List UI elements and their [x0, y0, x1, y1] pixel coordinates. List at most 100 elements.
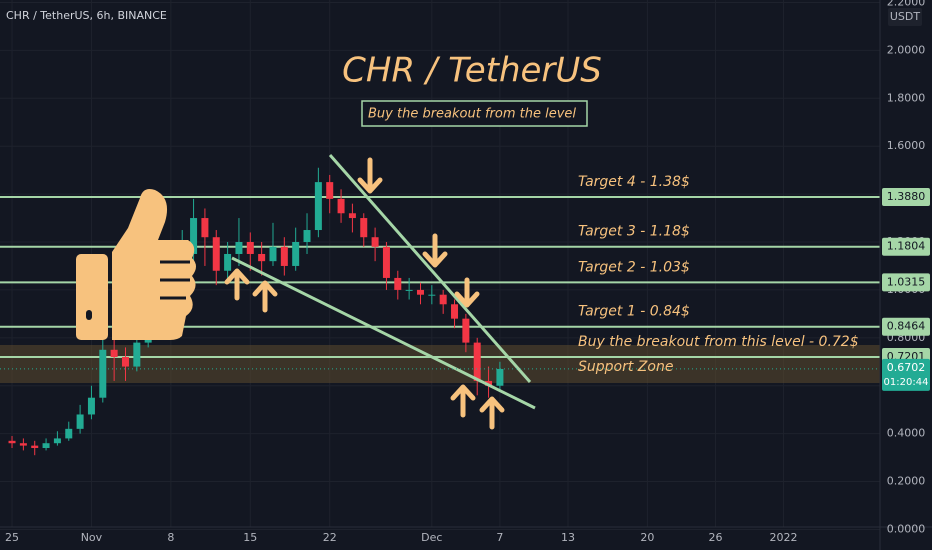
level-note: Target 1 - 0.84$ [578, 304, 690, 320]
arrow-up [479, 396, 505, 430]
candle-body [235, 242, 243, 254]
level-label-box [882, 187, 930, 206]
candle-body [190, 218, 198, 254]
labels: 1.3880 Target 4 - 1.38$ 1.1804 Target 3 - 1… [0, 174, 930, 391]
arrow-down [422, 233, 448, 268]
candle-body [496, 368, 504, 386]
candle-body [292, 242, 300, 266]
candle-body [110, 349, 118, 357]
currency-box [888, 8, 922, 26]
y-tick-label: 0.4000 [887, 427, 926, 440]
last-price-box [882, 358, 930, 391]
x-tick-label: Dec [421, 531, 442, 544]
candle-body [87, 397, 95, 415]
candle-body [485, 380, 493, 386]
title: CHR / TetherUS [342, 51, 602, 91]
arrow-up [224, 268, 250, 301]
x-tick-label: 26 [708, 531, 722, 544]
candle-body [428, 294, 436, 296]
x-tick-label: 25 [5, 531, 19, 544]
y-tick-label: 0.2000 [887, 475, 926, 488]
level-label-box [882, 237, 930, 256]
support-zone-label: Support Zone [578, 359, 673, 375]
axes: 0.00000.20000.40000.60000.80001.00001.20… [5, 0, 925, 544]
candle-body [201, 218, 209, 238]
level-note: Target 2 - 1.03$ [578, 259, 690, 275]
y-tick-label: 2.2000 [887, 0, 926, 8]
candle-body [439, 294, 447, 305]
candles [8, 167, 504, 456]
level-label-box [882, 273, 930, 292]
arrows [224, 157, 505, 430]
x-tick-label: 2022 [770, 531, 798, 544]
candle-body [473, 342, 481, 381]
level-note: Target 4 - 1.38$ [578, 174, 690, 190]
candle-body [99, 349, 107, 398]
level-label: 1.0315 [887, 275, 926, 288]
y-tick-label: 2.0000 [887, 43, 926, 56]
candle-body [76, 414, 84, 429]
candle-body [121, 356, 129, 367]
support-zone [0, 345, 880, 383]
level-label: 0.8464 [887, 320, 926, 333]
candle-body [31, 445, 39, 449]
x-tick-label: 13 [561, 531, 575, 544]
candle-body [416, 289, 424, 295]
trend-line [328, 154, 532, 383]
candle-body [303, 230, 311, 243]
x-tick-label: 22 [323, 531, 337, 544]
candle-body [462, 318, 470, 343]
candle-body [8, 440, 16, 444]
x-tick-label: Nov [81, 531, 103, 544]
thumb-hand [112, 189, 196, 340]
subtitle: Buy the breakout from the level [368, 107, 576, 122]
countdown: 01:20:44 [884, 377, 929, 388]
candle-body [337, 198, 345, 214]
candle-body [405, 289, 413, 291]
candle-body [360, 218, 368, 238]
candle-body [269, 246, 277, 262]
level-note: Target 3 - 1.18$ [578, 224, 690, 240]
level-label: 1.3880 [887, 190, 926, 203]
candle-body [133, 342, 141, 367]
currency: USDT [890, 10, 921, 23]
candle-body [394, 277, 402, 290]
candle-body [42, 443, 50, 449]
symbol-header: CHR / TetherUS, 6h, BINANCE [6, 9, 167, 22]
arrow-up [450, 384, 476, 418]
candle-body [224, 253, 232, 271]
thumb-dot [86, 310, 92, 320]
candle-body [280, 246, 288, 266]
y-tick-label: 1.6000 [887, 139, 926, 152]
arrow-down [454, 277, 480, 308]
level-label-box [882, 317, 930, 336]
level-label: 1.1804 [887, 240, 926, 253]
x-tick-label: 7 [496, 531, 503, 544]
candle-body [348, 213, 356, 219]
candle-body [246, 242, 254, 254]
last-price: 0.6702 [887, 361, 926, 374]
y-tick-label: 1.8000 [887, 91, 926, 104]
thumb-fingers [160, 260, 190, 300]
candle-body [212, 237, 220, 271]
candle-body [258, 253, 266, 262]
x-tick-label: 20 [640, 531, 654, 544]
arrow-down [357, 157, 383, 194]
arrow-up [252, 280, 278, 313]
x-tick-label: 15 [243, 531, 257, 544]
x-tick-label: 8 [167, 531, 174, 544]
trend-line [231, 256, 536, 410]
thumbs-up-icon [76, 189, 196, 340]
subtitle-box [361, 100, 588, 127]
level-note: Buy the breakout from this level - 0.72$ [578, 334, 859, 350]
thumb-cuff [76, 254, 108, 340]
candle-body [326, 182, 334, 199]
candle-body [53, 438, 61, 444]
y-tick-label: 0.0000 [887, 522, 926, 535]
candle-body [451, 304, 459, 319]
candle-body [382, 246, 390, 278]
candle-body [19, 443, 27, 446]
candle-body [65, 428, 73, 439]
